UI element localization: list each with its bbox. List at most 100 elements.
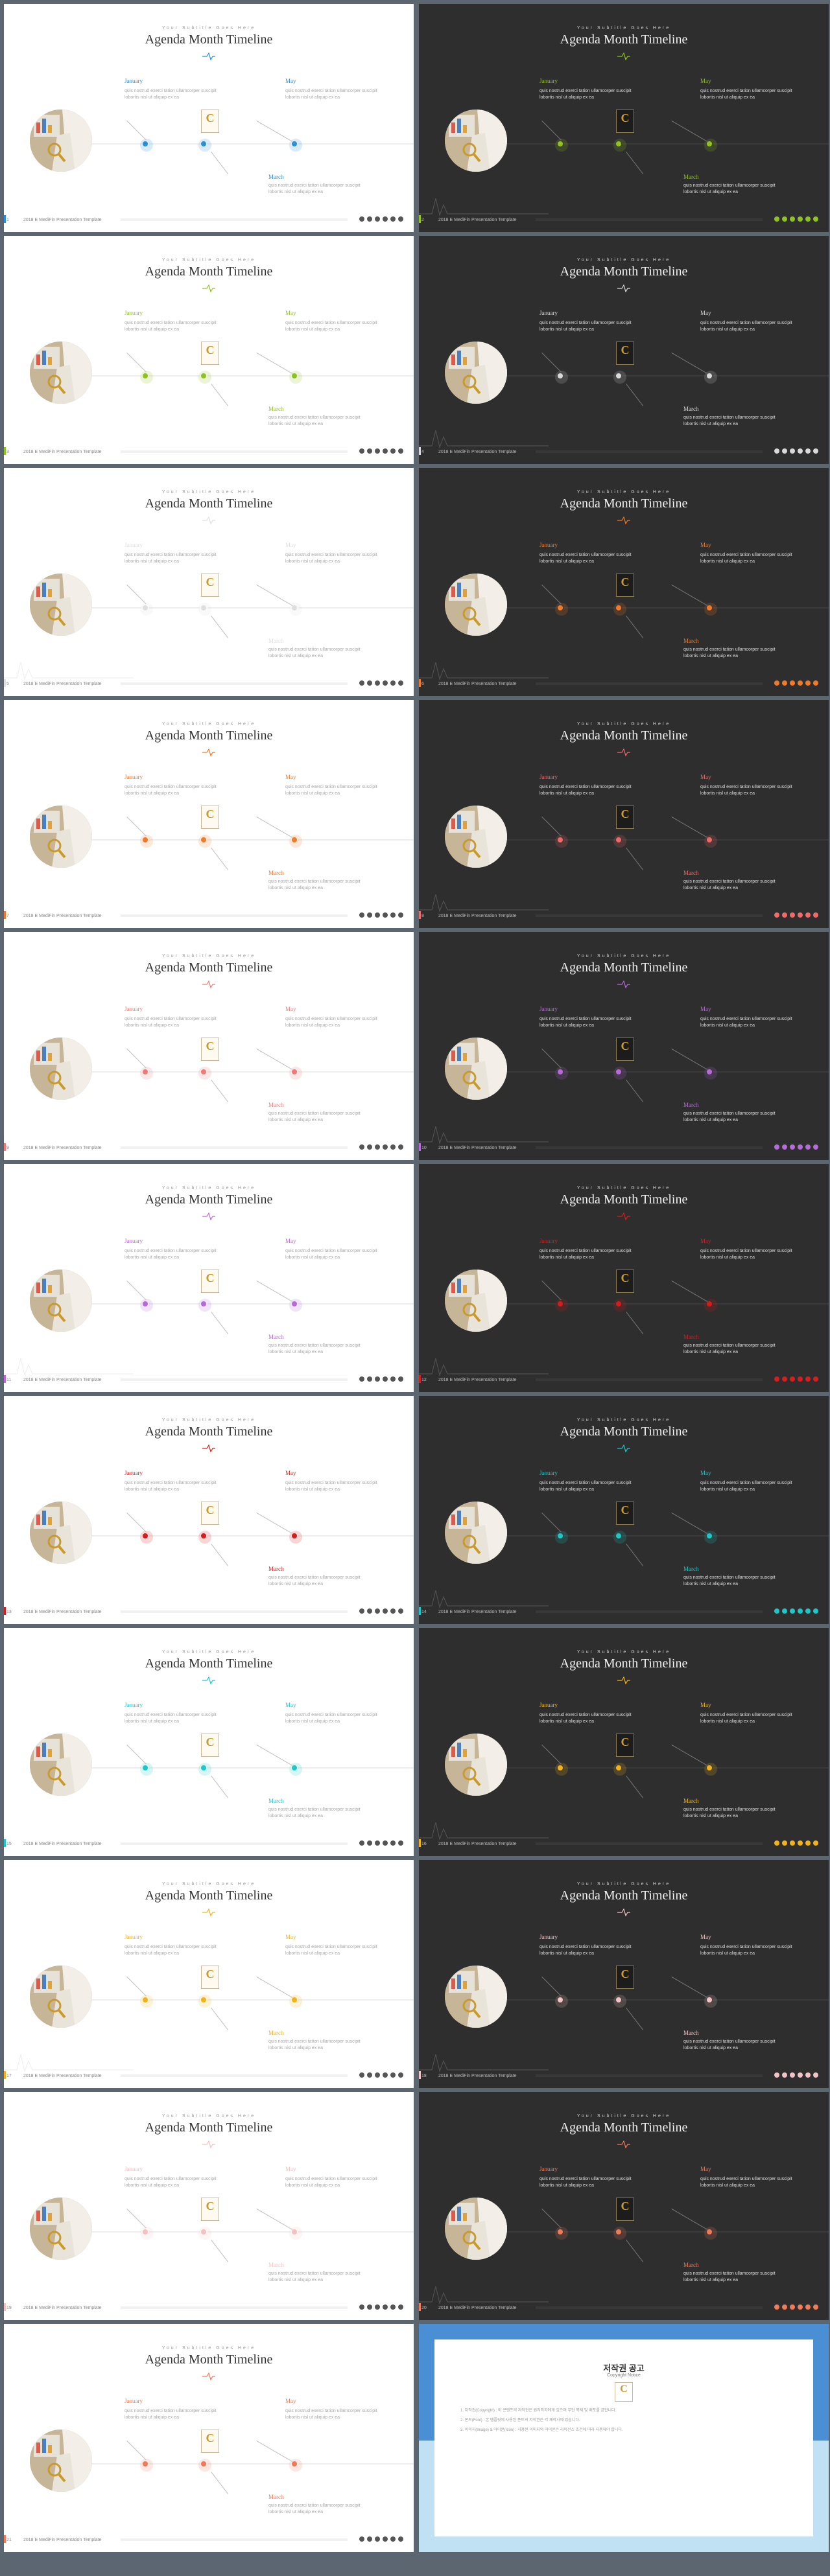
nav-dot[interactable] [367,2304,372,2310]
nav-dot[interactable] [390,1376,396,1382]
timeline-dot[interactable] [704,603,717,616]
timeline-dot[interactable] [289,603,302,616]
nav-dot[interactable] [774,1840,779,1846]
slide-2[interactable]: Your Subtitle Goes Here Agenda Month Time… [419,4,829,232]
nav-dot[interactable] [805,2304,811,2310]
timeline-dot[interactable] [140,139,153,152]
nav-dot[interactable] [805,1144,811,1150]
nav-dot[interactable] [390,1144,396,1150]
timeline-dot[interactable] [198,371,211,384]
timeline-dot[interactable] [198,139,211,152]
nav-dot[interactable] [782,1840,787,1846]
timeline-dot[interactable] [704,139,717,152]
nav-dot[interactable] [375,216,380,222]
nav-dot[interactable] [798,1608,803,1614]
nav-dot[interactable] [375,1840,380,1846]
nav-dot[interactable] [359,912,364,918]
nav-dot[interactable] [805,216,811,222]
nav-dot[interactable] [813,912,818,918]
nav-dot[interactable] [782,1144,787,1150]
nav-dot[interactable] [813,1608,818,1614]
nav-dot[interactable] [813,448,818,454]
nav-dot[interactable] [774,448,779,454]
nav-dot[interactable] [367,216,372,222]
timeline-dot[interactable] [704,835,717,848]
timeline-dot[interactable] [555,1763,568,1776]
nav-dot[interactable] [383,448,388,454]
nav-dot[interactable] [782,2304,787,2310]
nav-dot[interactable] [375,2536,380,2542]
timeline-dot[interactable] [613,139,626,152]
slide-3[interactable]: Your Subtitle Goes Here Agenda Month Time… [4,236,414,464]
slide-18[interactable]: Your Subtitle Goes Here Agenda Month Time… [419,1860,829,2088]
nav-dot[interactable] [383,680,388,686]
nav-dot[interactable] [782,448,787,454]
nav-dot[interactable] [813,1376,818,1382]
nav-dot[interactable] [398,680,403,686]
timeline-dot[interactable] [289,1531,302,1544]
nav-dot[interactable] [375,1144,380,1150]
nav-dot[interactable] [774,1608,779,1614]
nav-dot[interactable] [383,1840,388,1846]
timeline-dot[interactable] [704,1299,717,1312]
nav-dot[interactable] [398,1144,403,1150]
slide-8[interactable]: Your Subtitle Goes Here Agenda Month Time… [419,700,829,928]
nav-dot[interactable] [398,1376,403,1382]
nav-dot[interactable] [367,1376,372,1382]
nav-dot[interactable] [774,2072,779,2078]
nav-dot[interactable] [367,1144,372,1150]
nav-dot[interactable] [367,1840,372,1846]
timeline-dot[interactable] [555,139,568,152]
timeline-dot[interactable] [555,1299,568,1312]
nav-dot[interactable] [798,680,803,686]
nav-dot[interactable] [398,912,403,918]
nav-dot[interactable] [383,1144,388,1150]
timeline-dot[interactable] [289,1995,302,2008]
timeline-dot[interactable] [613,371,626,384]
nav-dot[interactable] [782,1376,787,1382]
nav-dot[interactable] [383,912,388,918]
nav-dot[interactable] [798,1144,803,1150]
timeline-dot[interactable] [140,2459,153,2472]
timeline-dot[interactable] [289,835,302,848]
slide-10[interactable]: Your Subtitle Goes Here Agenda Month Time… [419,932,829,1160]
timeline-dot[interactable] [198,1995,211,2008]
timeline-dot[interactable] [613,835,626,848]
nav-dot[interactable] [774,216,779,222]
nav-dot[interactable] [813,1840,818,1846]
nav-dot[interactable] [398,1840,403,1846]
nav-dot[interactable] [398,448,403,454]
nav-dot[interactable] [798,2304,803,2310]
nav-dot[interactable] [782,1608,787,1614]
timeline-dot[interactable] [613,1763,626,1776]
slide-11[interactable]: Your Subtitle Goes Here Agenda Month Time… [4,1164,414,1392]
nav-dot[interactable] [359,2072,364,2078]
nav-dot[interactable] [790,216,795,222]
nav-dot[interactable] [390,2536,396,2542]
nav-dot[interactable] [375,2072,380,2078]
slide-7[interactable]: Your Subtitle Goes Here Agenda Month Time… [4,700,414,928]
timeline-dot[interactable] [704,1531,717,1544]
timeline-dot[interactable] [613,1299,626,1312]
nav-dot[interactable] [390,2304,396,2310]
timeline-dot[interactable] [555,2227,568,2240]
slide-5[interactable]: Your Subtitle Goes Here Agenda Month Time… [4,468,414,696]
nav-dot[interactable] [774,1144,779,1150]
nav-dot[interactable] [805,2072,811,2078]
nav-dot[interactable] [359,1608,364,1614]
timeline-dot[interactable] [198,1763,211,1776]
nav-dot[interactable] [375,912,380,918]
nav-dot[interactable] [383,2304,388,2310]
nav-dot[interactable] [805,1376,811,1382]
timeline-dot[interactable] [555,1531,568,1544]
timeline-dot[interactable] [140,1531,153,1544]
nav-dot[interactable] [774,680,779,686]
nav-dot[interactable] [813,680,818,686]
nav-dot[interactable] [398,2072,403,2078]
timeline-dot[interactable] [613,2227,626,2240]
nav-dot[interactable] [390,216,396,222]
timeline-dot[interactable] [140,1067,153,1080]
nav-dot[interactable] [398,216,403,222]
slide-19[interactable]: Your Subtitle Goes Here Agenda Month Time… [4,2092,414,2320]
nav-dot[interactable] [375,1376,380,1382]
